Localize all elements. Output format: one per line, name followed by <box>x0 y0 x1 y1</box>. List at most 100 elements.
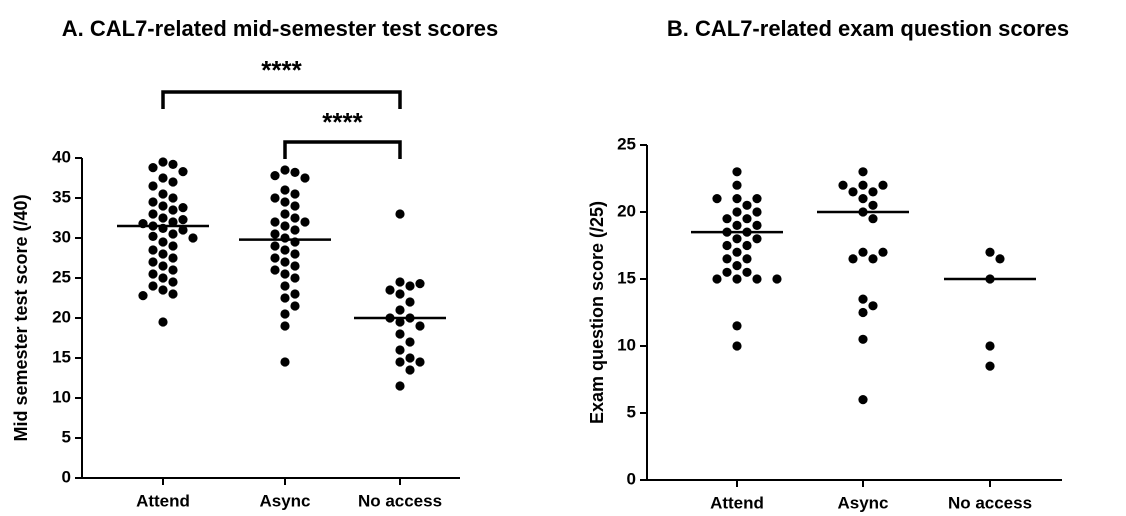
x-tick-label: No access <box>358 491 442 510</box>
y-tick-label: 40 <box>52 147 71 166</box>
data-point <box>168 277 178 287</box>
data-point <box>148 281 158 291</box>
data-point <box>270 193 280 203</box>
data-point <box>838 180 848 190</box>
data-point <box>405 297 415 307</box>
data-point <box>158 249 168 259</box>
data-point <box>270 253 280 263</box>
data-point <box>385 285 395 295</box>
data-point <box>722 254 732 264</box>
data-point <box>722 267 732 277</box>
data-point <box>995 254 1005 264</box>
data-point <box>395 381 405 391</box>
data-point <box>732 274 742 284</box>
data-point <box>168 193 178 203</box>
data-point <box>138 291 148 301</box>
data-point <box>752 194 762 204</box>
data-point <box>732 247 742 257</box>
data-point <box>158 189 168 199</box>
data-point <box>290 273 300 283</box>
data-point <box>732 220 742 230</box>
data-point <box>148 181 158 191</box>
data-point <box>168 229 178 239</box>
data-point <box>148 245 158 255</box>
y-tick-label: 20 <box>617 201 636 220</box>
data-point <box>985 341 995 351</box>
data-point <box>148 209 158 219</box>
data-point <box>752 207 762 217</box>
x-tick-label: Async <box>837 493 888 512</box>
data-point <box>290 261 300 271</box>
x-tick-label: Attend <box>136 491 190 510</box>
data-point <box>868 254 878 264</box>
data-point <box>290 201 300 211</box>
data-point <box>280 233 290 243</box>
chart-title: B. CAL7-related exam question scores <box>667 16 1069 41</box>
data-point <box>405 281 415 291</box>
significance-bracket <box>161 90 402 109</box>
data-point <box>395 329 405 339</box>
data-point <box>395 289 405 299</box>
data-point <box>732 180 742 190</box>
data-point <box>395 305 405 315</box>
data-point <box>868 187 878 197</box>
data-point <box>290 249 300 259</box>
data-point <box>280 269 290 279</box>
data-point <box>858 180 868 190</box>
data-point <box>868 200 878 210</box>
data-point <box>712 274 722 284</box>
data-point <box>158 157 168 167</box>
y-tick-label: 0 <box>627 469 636 488</box>
data-point <box>985 361 995 371</box>
data-point <box>858 247 868 257</box>
data-point <box>280 321 290 331</box>
data-point <box>280 221 290 231</box>
data-point <box>280 185 290 195</box>
data-point <box>742 267 752 277</box>
data-point <box>848 254 858 264</box>
data-point <box>290 289 300 299</box>
data-point <box>168 253 178 263</box>
data-point <box>280 257 290 267</box>
data-point <box>985 247 995 257</box>
data-point <box>148 163 158 173</box>
data-point <box>395 357 405 367</box>
data-point <box>290 301 300 311</box>
data-point <box>280 281 290 291</box>
data-point <box>722 240 732 251</box>
data-point <box>158 237 168 247</box>
data-point <box>732 321 742 331</box>
data-point <box>158 173 168 183</box>
data-point <box>878 180 888 190</box>
y-tick-label: 10 <box>52 387 71 406</box>
data-point <box>270 171 280 181</box>
y-axis-label: Mid semester test score (/40) <box>11 194 31 441</box>
data-point <box>405 337 415 347</box>
data-point <box>168 205 178 215</box>
data-point <box>158 285 168 295</box>
y-tick-label: 10 <box>617 335 636 354</box>
data-point <box>300 217 310 227</box>
y-tick-label: 0 <box>62 467 71 486</box>
data-point <box>752 274 762 284</box>
data-point <box>290 189 300 199</box>
data-point <box>868 301 878 311</box>
data-point <box>148 231 158 241</box>
data-point <box>772 274 782 284</box>
y-tick-label: 25 <box>52 267 71 286</box>
data-point <box>188 233 198 243</box>
y-tick-label: 15 <box>617 268 636 287</box>
data-point <box>858 307 868 318</box>
data-point <box>395 345 405 355</box>
data-point <box>158 213 168 223</box>
y-tick-label: 30 <box>52 227 71 246</box>
data-point <box>280 309 290 319</box>
data-point <box>168 159 178 169</box>
data-point <box>178 225 188 235</box>
data-point <box>732 234 742 244</box>
data-point <box>280 209 290 219</box>
data-point <box>722 214 732 224</box>
data-point <box>395 209 405 219</box>
data-point <box>858 334 868 344</box>
